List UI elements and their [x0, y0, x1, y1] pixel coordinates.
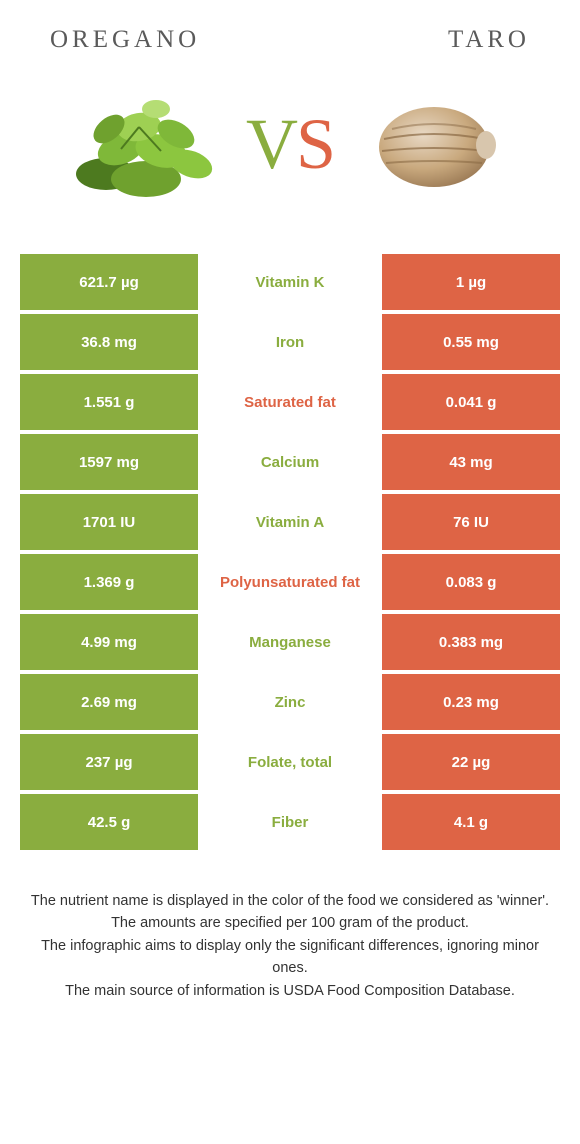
- right-value: 1 µg: [382, 254, 560, 310]
- footer-line: The amounts are specified per 100 gram o…: [30, 912, 550, 934]
- table-row: 1.551 gSaturated fat0.041 g: [20, 374, 560, 430]
- table-row: 1597 mgCalcium43 mg: [20, 434, 560, 490]
- table-row: 237 µgFolate, total22 µg: [20, 734, 560, 790]
- table-row: 42.5 gFiber4.1 g: [20, 794, 560, 850]
- left-value: 42.5 g: [20, 794, 198, 850]
- right-value: 0.383 mg: [382, 614, 560, 670]
- left-value: 1597 mg: [20, 434, 198, 490]
- footer-notes: The nutrient name is displayed in the co…: [20, 850, 560, 1002]
- right-value: 0.083 g: [382, 554, 560, 610]
- right-food-title: Taro: [448, 26, 530, 54]
- taro-image: [344, 74, 524, 214]
- right-value: 4.1 g: [382, 794, 560, 850]
- nutrient-label: Saturated fat: [202, 374, 378, 430]
- footer-line: The main source of information is USDA F…: [30, 980, 550, 1002]
- left-food-title: Oregano: [50, 26, 200, 54]
- nutrient-label: Manganese: [202, 614, 378, 670]
- right-value: 0.55 mg: [382, 314, 560, 370]
- left-value: 1.551 g: [20, 374, 198, 430]
- table-row: 2.69 mgZinc0.23 mg: [20, 674, 560, 730]
- nutrient-label: Vitamin A: [202, 494, 378, 550]
- vs-label: VS: [246, 103, 334, 186]
- taro-icon: [364, 89, 504, 199]
- footer-line: The nutrient name is displayed in the co…: [30, 890, 550, 912]
- oregano-icon: [61, 79, 231, 209]
- vs-s: S: [296, 103, 334, 186]
- left-value: 237 µg: [20, 734, 198, 790]
- left-value: 1.369 g: [20, 554, 198, 610]
- oregano-image: [56, 74, 236, 214]
- left-value: 1701 IU: [20, 494, 198, 550]
- table-row: 1701 IUVitamin A76 IU: [20, 494, 560, 550]
- comparison-table: 621.7 µgVitamin K1 µg36.8 mgIron0.55 mg1…: [20, 254, 560, 850]
- nutrient-label: Iron: [202, 314, 378, 370]
- left-value: 36.8 mg: [20, 314, 198, 370]
- nutrient-label: Vitamin K: [202, 254, 378, 310]
- title-row: Oregano Taro: [20, 16, 560, 74]
- left-value: 4.99 mg: [20, 614, 198, 670]
- left-value: 621.7 µg: [20, 254, 198, 310]
- nutrient-label: Zinc: [202, 674, 378, 730]
- table-row: 4.99 mgManganese0.383 mg: [20, 614, 560, 670]
- right-value: 0.041 g: [382, 374, 560, 430]
- nutrient-label: Calcium: [202, 434, 378, 490]
- right-value: 43 mg: [382, 434, 560, 490]
- right-value: 0.23 mg: [382, 674, 560, 730]
- hero-row: VS: [20, 74, 560, 254]
- right-value: 22 µg: [382, 734, 560, 790]
- vs-v: V: [246, 103, 296, 186]
- table-row: 621.7 µgVitamin K1 µg: [20, 254, 560, 310]
- nutrient-label: Folate, total: [202, 734, 378, 790]
- right-value: 76 IU: [382, 494, 560, 550]
- nutrient-label: Polyunsaturated fat: [202, 554, 378, 610]
- left-value: 2.69 mg: [20, 674, 198, 730]
- footer-line: The infographic aims to display only the…: [30, 935, 550, 980]
- table-row: 36.8 mgIron0.55 mg: [20, 314, 560, 370]
- nutrient-label: Fiber: [202, 794, 378, 850]
- table-row: 1.369 gPolyunsaturated fat0.083 g: [20, 554, 560, 610]
